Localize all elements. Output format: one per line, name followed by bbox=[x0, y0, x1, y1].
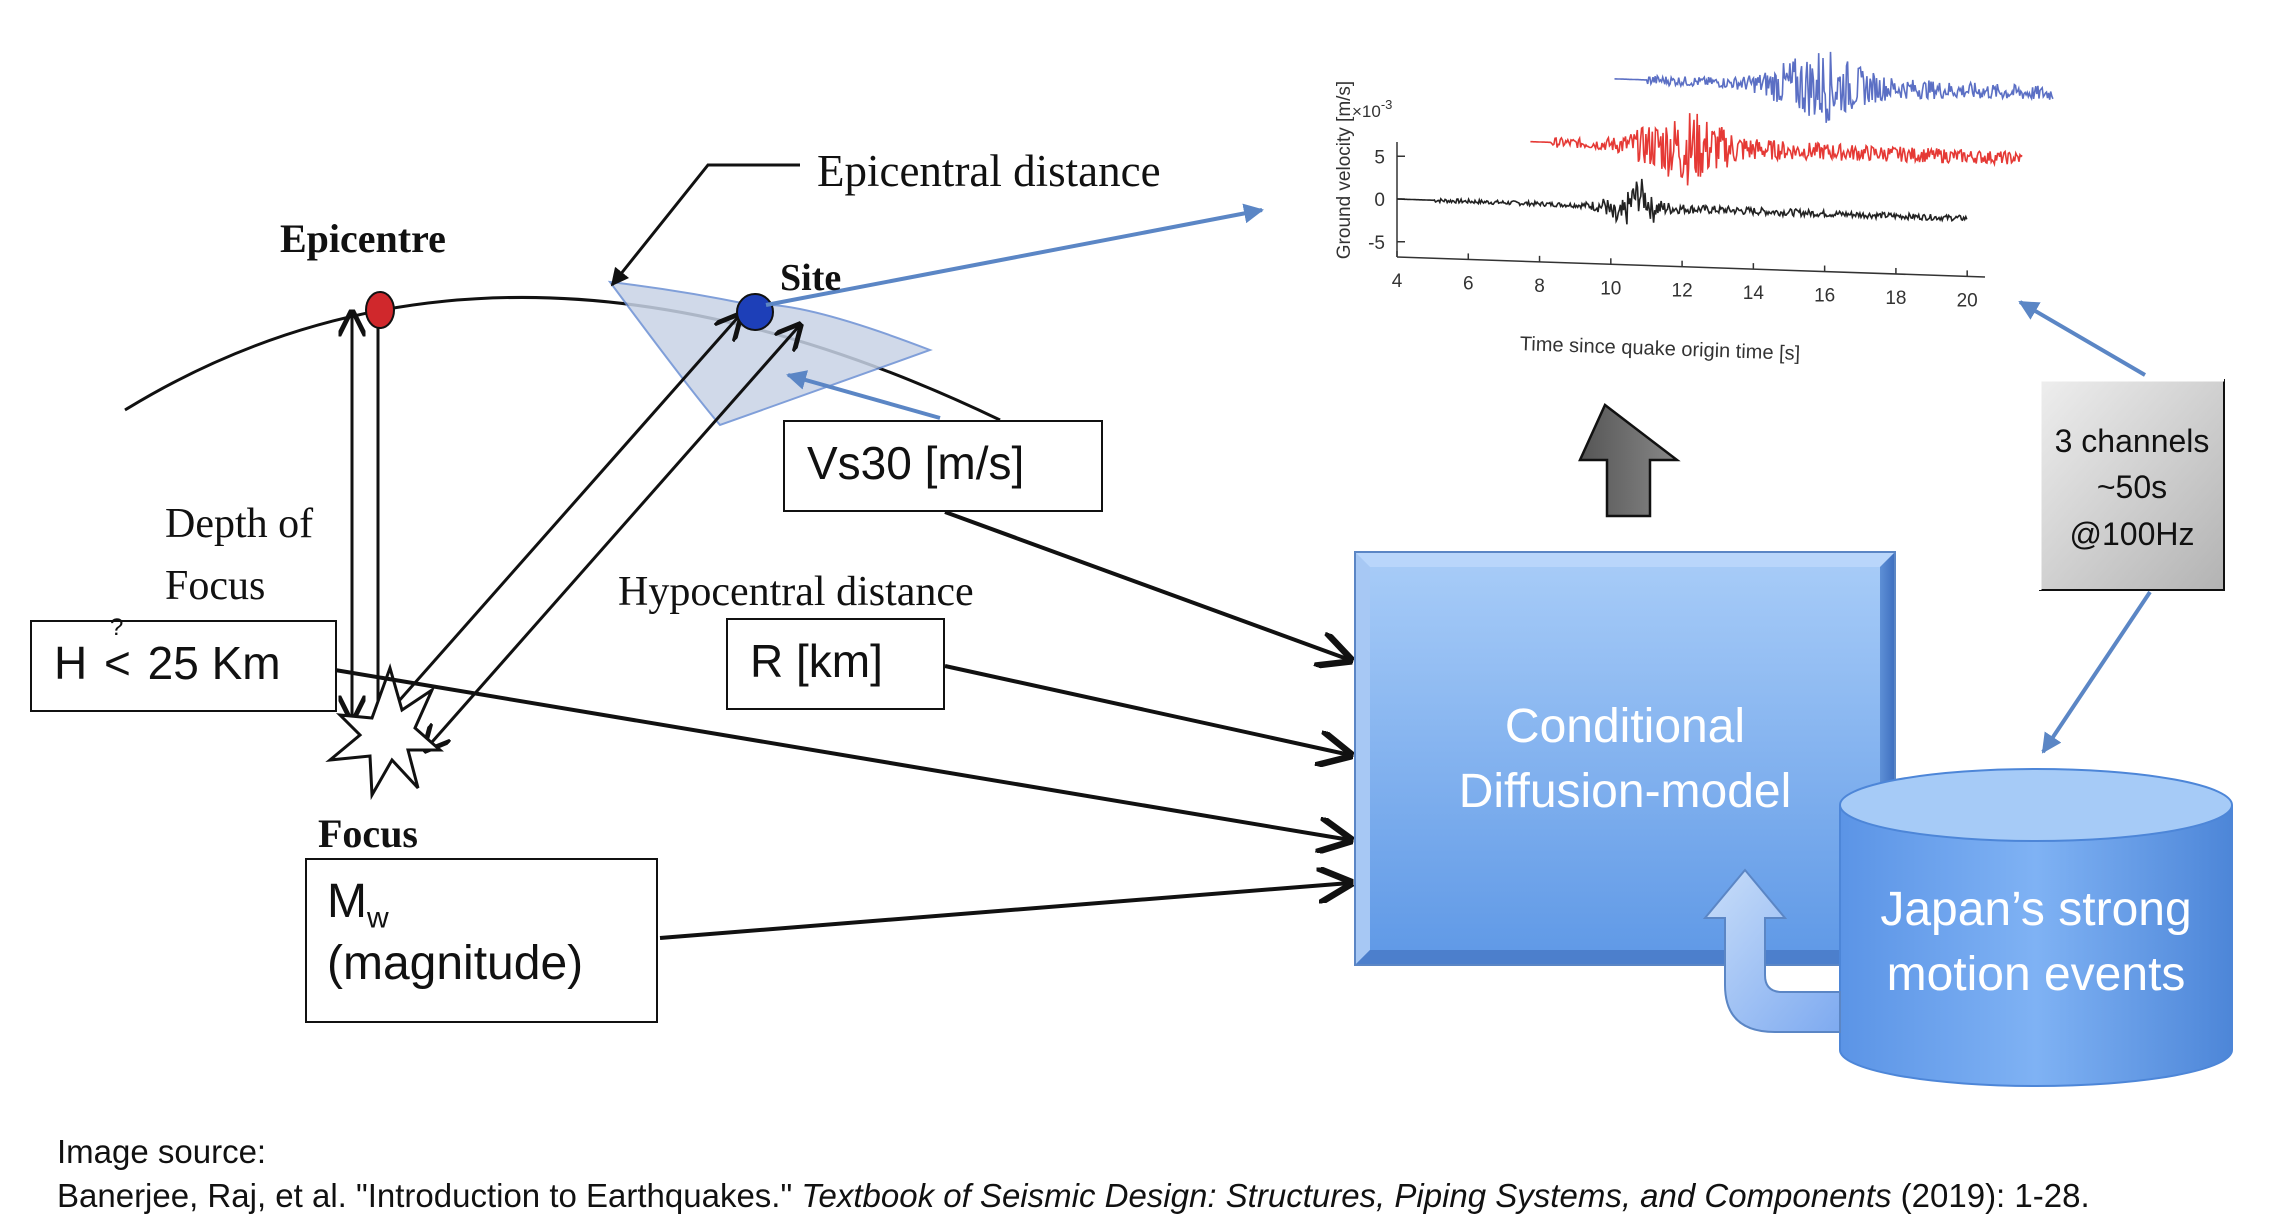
vs30-to-model-arrow bbox=[944, 510, 1350, 660]
chart-series-trace-1 bbox=[1397, 178, 1968, 225]
chart-x-tick-label: 12 bbox=[1672, 281, 1693, 302]
chart-series-trace-3 bbox=[1614, 51, 2054, 123]
chart-x-tick-label: 8 bbox=[1534, 276, 1545, 297]
chart-x-tick-label: 20 bbox=[1957, 290, 1978, 311]
channels-note-line1: 3 channels bbox=[2054, 423, 2210, 459]
chart-x-label: Time since quake origin time [s] bbox=[1519, 333, 1800, 365]
hypocentral-arrow-inner bbox=[425, 325, 800, 750]
focus-starburst-icon bbox=[325, 663, 444, 801]
chart-y-label: Ground velocity [m/s] bbox=[1334, 81, 1355, 259]
source-citation: Banerjee, Raj, et al. "Introduction to E… bbox=[57, 1177, 2090, 1215]
chart-x-tick-label: 16 bbox=[1814, 286, 1835, 307]
magnitude-subscript: w bbox=[366, 901, 389, 935]
depth-of-focus-label-line2: Focus bbox=[165, 563, 266, 609]
hypocentral-arrow-outer bbox=[360, 315, 740, 745]
distance-value: R [km] bbox=[750, 635, 883, 687]
depth-input-box: H ? < 25 Km bbox=[30, 614, 337, 712]
database-line1: Japan’s strong bbox=[1880, 883, 2192, 936]
depth-symbol-h: H bbox=[54, 637, 88, 689]
chart-x-tick-label: 14 bbox=[1743, 283, 1765, 304]
chart-x-tick-label: 18 bbox=[1885, 288, 1906, 309]
depth-question-mark: ? bbox=[110, 614, 124, 641]
epicentral-distance-label: Epicentral distance bbox=[817, 146, 1161, 196]
epicentre-dot bbox=[365, 291, 395, 329]
vs30-input-box: Vs30 [m/s] bbox=[783, 420, 1103, 512]
chart-x-tick-label: 4 bbox=[1392, 271, 1403, 292]
depth-less-than: < bbox=[104, 637, 131, 689]
hypocentral-distance-label: Hypocentral distance bbox=[618, 569, 974, 615]
chart-x-axis bbox=[1396, 256, 1986, 278]
note-to-database-pointer bbox=[2041, 590, 2152, 754]
source-citation-suffix: (2019): 1-28. bbox=[1891, 1177, 2090, 1214]
note-to-chart-pointer bbox=[2018, 300, 2147, 377]
magnitude-input-box: Mw (magnitude) bbox=[305, 858, 658, 1023]
database-label: Japan’s strong motion events bbox=[1840, 878, 2232, 1008]
distance-to-model-arrow bbox=[944, 664, 1350, 755]
site-label: Site bbox=[780, 257, 842, 299]
diffusion-model-line1: Conditional bbox=[1504, 700, 1746, 753]
site-dot bbox=[736, 293, 774, 331]
focus-label: Focus bbox=[318, 811, 418, 856]
chart-series-trace-2 bbox=[1530, 113, 2023, 186]
feedback-curl-arrow bbox=[1702, 868, 1841, 1033]
vs30-value: Vs30 [m/s] bbox=[807, 437, 1025, 489]
channels-note-box bbox=[2038, 378, 2225, 591]
chart-y-exponent: ×10-3 bbox=[1352, 97, 1392, 121]
magnitude-to-model-arrow bbox=[659, 883, 1350, 940]
magnitude-symbol: M bbox=[327, 875, 367, 928]
database-line2: motion events bbox=[1886, 947, 2186, 1001]
epicentral-distance-leader bbox=[610, 163, 800, 287]
source-citation-prefix: Banerjee, Raj, et al. "Introduction to E… bbox=[57, 1177, 802, 1214]
channels-note-line2: ~50s bbox=[2096, 469, 2168, 506]
channels-note-text: 3 channels ~50s @100Hz bbox=[2040, 418, 2224, 557]
depth-to-model-arrow bbox=[334, 668, 1350, 840]
depth-value: 25 Km bbox=[147, 637, 281, 689]
database-cylinder bbox=[1839, 768, 2233, 1087]
source-heading: Image source: bbox=[57, 1133, 267, 1170]
chart-y-tick-label: 5 bbox=[1374, 147, 1385, 168]
seismogram-chart: ×10-3 Ground velocity [m/s] Time since q… bbox=[1334, 51, 2054, 365]
depth-of-focus-label-line1: Depth of bbox=[165, 501, 314, 547]
distance-input-box: R [km] bbox=[726, 618, 945, 710]
diffusion-model-line2: Diffusion-model bbox=[1458, 764, 1792, 818]
site-to-chart-pointer bbox=[765, 203, 1264, 307]
vs30-pointer bbox=[786, 370, 941, 420]
chart-y-tick-label: 0 bbox=[1374, 190, 1385, 211]
epicentre-label: Epicentre bbox=[280, 216, 446, 261]
magnitude-description: (magnitude) bbox=[327, 936, 584, 990]
depth-comparator: ? < bbox=[104, 614, 131, 690]
source-citation-journal: Textbook of Seismic Design: Structures, … bbox=[801, 1177, 1892, 1214]
channels-note-line3: @100Hz bbox=[2069, 515, 2195, 552]
diffusion-model-label: Conditional Diffusion-model bbox=[1355, 695, 1895, 825]
chart-y-tick-label: -5 bbox=[1368, 233, 1385, 254]
chart-x-tick-label: 10 bbox=[1600, 278, 1621, 299]
chart-x-tick-label: 6 bbox=[1463, 273, 1474, 294]
output-up-arrow bbox=[1578, 403, 1681, 518]
